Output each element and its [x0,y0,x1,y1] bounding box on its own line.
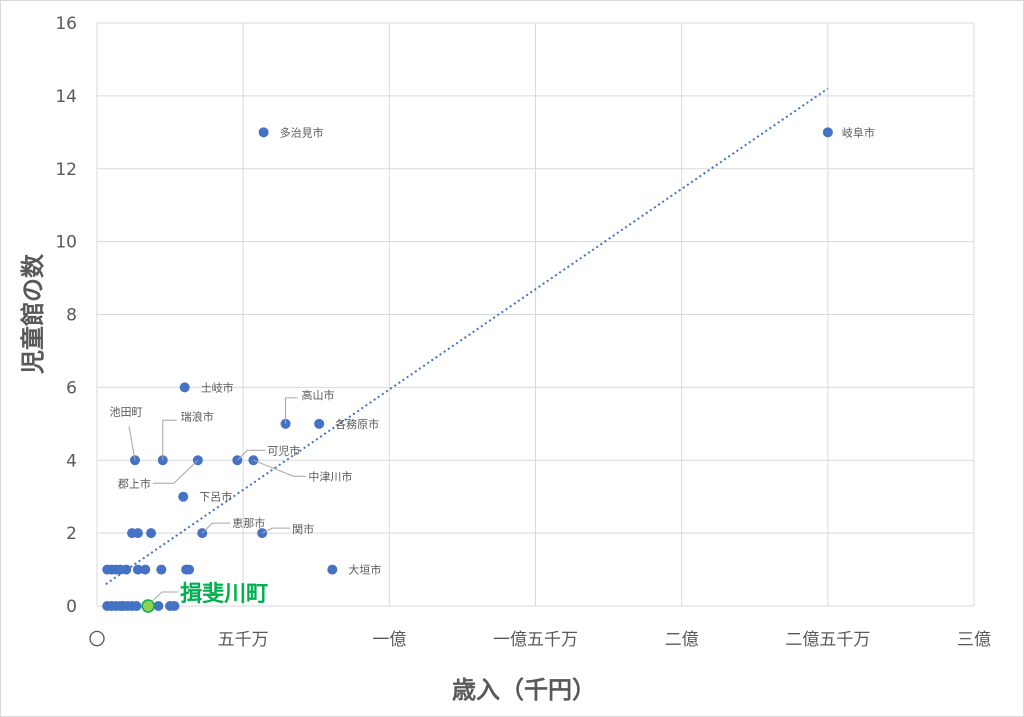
leader-line [285,397,298,424]
axis-tick-labels: 0 2 4 6 8 10 12 14 16 〇 五千万 一億 一億五千万 二億 二億五千万 三億 [55,14,991,650]
y-tick-label: 4 [66,451,77,471]
x-tick-label: 一億五千万 [493,630,578,650]
data-label: 多治見市 [280,125,324,139]
leader-line [162,419,177,461]
gridlines [96,22,975,607]
data-point [327,564,338,575]
x-tick-label: 〇 [89,630,106,650]
highlight-data-point [141,599,155,613]
x-tick-label: 二億五千万 [785,630,870,650]
data-label: 中津川市 [308,469,352,483]
leader-line [261,527,291,534]
data-label: 下呂市 [199,490,232,504]
y-tick-label: 10 [55,233,77,253]
data-point [131,601,142,611]
x-tick-label: 三億 [957,630,991,650]
data-label: 土岐市 [201,380,234,394]
x-tick-label: 二億 [665,630,699,650]
y-axis-title: 児童館の数 [19,253,47,374]
y-tick-label: 2 [66,524,77,544]
data-point [178,491,189,502]
data-point [248,455,259,466]
data-point [153,601,164,611]
y-tick-label: 6 [66,378,77,398]
data-point [132,528,143,539]
trendline-layer [105,87,829,585]
data-label: 池田町 [110,405,143,418]
data-point [156,564,167,575]
leader-line [152,459,199,484]
data-point [179,382,190,393]
y-tick-label: 0 [66,597,77,617]
x-tick-label: 五千万 [218,630,269,650]
data-label: 瑞浪市 [181,409,214,423]
highlight-leader-line [150,591,179,603]
data-label: 恵那市 [232,516,265,530]
data-point [146,528,157,539]
y-tick-label: 16 [55,14,77,34]
data-point [314,418,325,429]
data-label: 各務原市 [335,417,379,431]
data-point [132,564,143,575]
leader-line [236,449,266,461]
trendline [105,87,829,585]
data-point [169,601,180,611]
data-label: 可児市 [267,443,300,457]
data-point [184,564,195,575]
leader-line [253,459,307,477]
data-label: 高山市 [302,388,335,402]
x-axis-title: 歳入（千円） [452,676,596,704]
data-label: 郡上市 [118,476,151,490]
data-label: 岐阜市 [842,125,875,139]
highlight-label: 揖斐川町 [180,581,268,607]
y-tick-label: 14 [55,87,77,107]
data-points [102,127,833,613]
y-tick-label: 12 [55,160,77,180]
data-label: 大垣市 [348,563,381,577]
data-point [822,127,833,138]
data-point [258,127,269,138]
leader-line [201,522,231,534]
y-tick-label: 8 [66,306,77,326]
leader-line [128,426,136,461]
data-point [121,564,132,575]
x-tick-label: 一億 [372,630,406,650]
data-label: 関市 [292,522,314,536]
data-point [140,564,151,575]
